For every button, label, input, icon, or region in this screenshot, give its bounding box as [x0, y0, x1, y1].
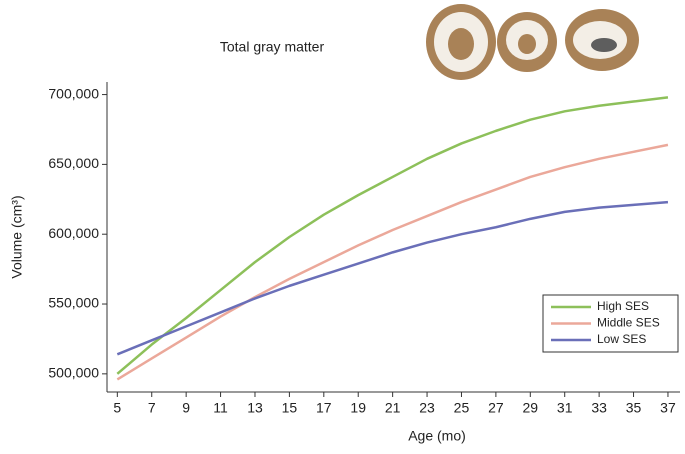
x-tick-label: 13 — [247, 400, 263, 416]
legend-label: High SES — [597, 299, 649, 313]
x-tick-label: 21 — [385, 400, 401, 416]
x-tick-label: 7 — [148, 400, 156, 416]
y-tick-label: 500,000 — [48, 365, 99, 381]
x-tick-label: 11 — [213, 400, 228, 416]
y-tick-label: 550,000 — [48, 295, 99, 311]
x-tick-label: 27 — [488, 400, 504, 416]
x-tick-label: 15 — [282, 400, 298, 416]
x-tick-label: 31 — [557, 400, 573, 416]
x-tick-label: 5 — [113, 400, 121, 416]
y-tick-label: 650,000 — [48, 155, 99, 171]
series-line — [116, 143, 669, 381]
legend: High SES Middle SES Low SES — [542, 294, 679, 353]
legend-label: Low SES — [597, 332, 646, 346]
series-line — [116, 200, 669, 356]
x-axis-label: Age (mo) — [408, 428, 466, 444]
x-tick-label: 29 — [523, 400, 539, 416]
chart-title: Total gray matter — [220, 39, 325, 55]
x-tick-label: 37 — [660, 400, 676, 416]
y-axis-label: Volume (cm³) — [9, 195, 25, 278]
x-tick-label: 17 — [316, 400, 332, 416]
y-tick-label: 700,000 — [48, 85, 99, 101]
y-tick-label: 600,000 — [48, 225, 99, 241]
x-tick-label: 19 — [350, 400, 366, 416]
x-tick-label: 9 — [182, 400, 190, 416]
x-tick-label: 35 — [626, 400, 642, 416]
brain-images — [426, 4, 639, 80]
series-line — [116, 96, 669, 375]
x-tick-label: 33 — [591, 400, 607, 416]
legend-label: Middle SES — [597, 316, 660, 330]
x-tick-label: 23 — [419, 400, 435, 416]
x-tick-label: 25 — [454, 400, 470, 416]
